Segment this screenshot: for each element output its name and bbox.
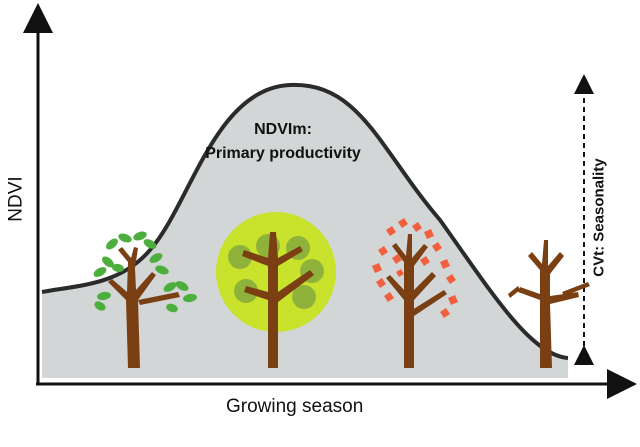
y-axis-label: NDVI	[5, 176, 27, 222]
autumn-tree	[372, 218, 458, 368]
x-axis-label: Growing season	[226, 396, 364, 417]
peak-annotation-line1: NDVIm:	[254, 121, 312, 138]
summer-tree	[216, 212, 336, 368]
spring-tree	[93, 231, 197, 368]
seasonality-label: CVt: Seasonality	[590, 158, 608, 277]
peak-annotation: NDVIm: Primary productivity	[168, 118, 398, 166]
peak-annotation-line2: Primary productivity	[205, 145, 361, 162]
winter-tree	[508, 240, 590, 368]
